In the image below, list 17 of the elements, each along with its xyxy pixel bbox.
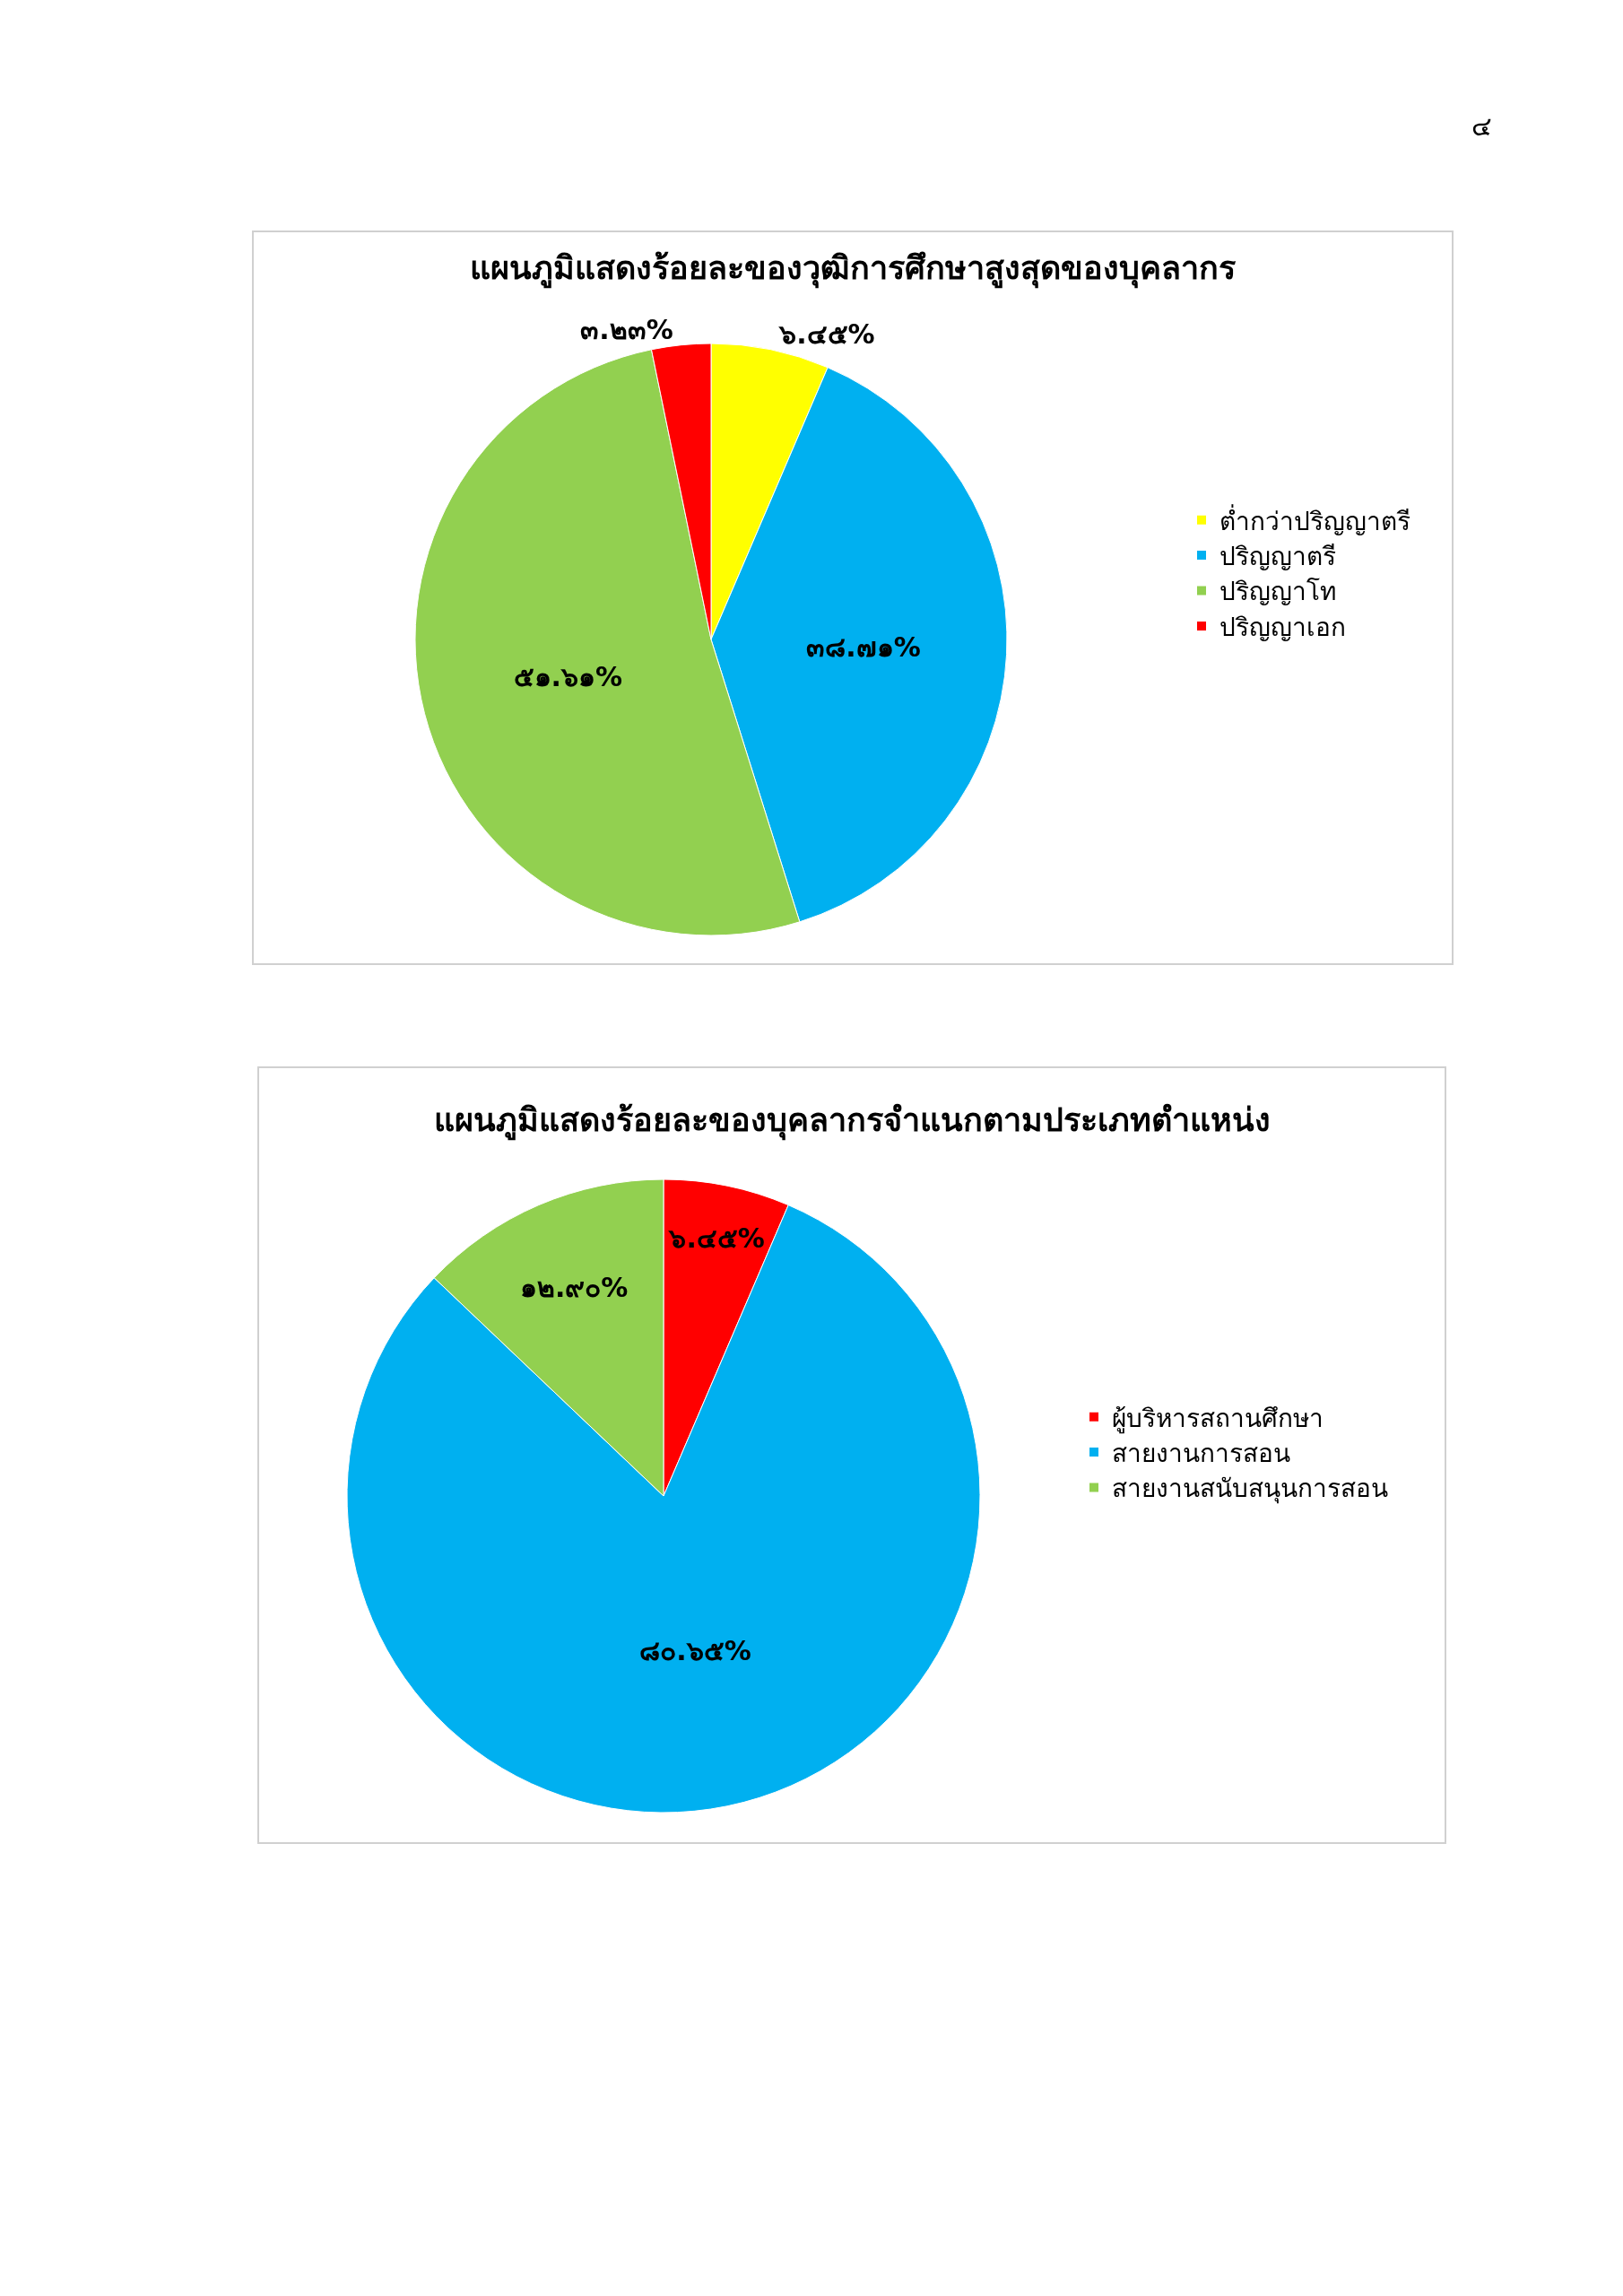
legend-label: ปริญญาตรี bbox=[1219, 542, 1336, 572]
legend-label: ปริญญาโท bbox=[1219, 577, 1336, 607]
data-label: ๖.๔๕% bbox=[668, 1222, 765, 1254]
chart-title: แผนภูมิแสดงร้อยละของบุคลากรจำแนกตามประเภทตำแหน่ง bbox=[434, 1101, 1271, 1141]
data-label: ๖.๔๕% bbox=[778, 318, 875, 351]
data-label: ๘๐.๖๕% bbox=[639, 1635, 751, 1667]
legend-label: ต่ำกว่าปริญญาตรี bbox=[1219, 503, 1410, 536]
chart-title: แผนภูมิแสดงร้อยละของวุฒิการศึกษาสูงสุดของบุคลากร bbox=[470, 249, 1237, 289]
data-label: ๑๒.๙๐% bbox=[519, 1271, 629, 1303]
legend-label: ผู้บริหารสถานศึกษา bbox=[1112, 1403, 1324, 1434]
legend-label: สายงานการสอน bbox=[1112, 1439, 1290, 1469]
data-label: ๓.๒๓% bbox=[580, 313, 673, 345]
legend-label: สายงานสนับสนุนการสอน bbox=[1112, 1474, 1388, 1505]
data-label: ๓๘.๗๑% bbox=[806, 631, 921, 664]
data-label: ๕๑.๖๑% bbox=[513, 660, 623, 692]
text: ๔ bbox=[1471, 110, 1492, 142]
legend-label: ปริญญาเอก bbox=[1219, 612, 1346, 642]
